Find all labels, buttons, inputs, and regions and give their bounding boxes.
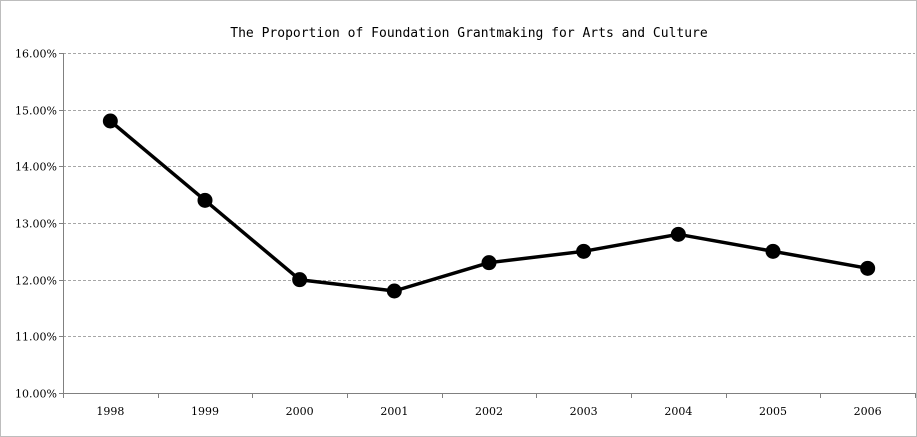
x-tick-label: 1999 (191, 405, 219, 418)
x-tick-label: 2005 (759, 405, 787, 418)
y-tick-label: 15.00% (15, 105, 57, 118)
data-point (670, 226, 686, 242)
y-tick-label: 11.00% (15, 331, 57, 344)
x-tick-label: 2001 (380, 405, 408, 418)
x-axis-ticks: 1998 1999 2000 2001 2002 2003 2004 2005 2006 (63, 393, 916, 418)
data-point (386, 283, 402, 299)
axes (63, 53, 915, 394)
x-tick-label: 2006 (854, 405, 882, 418)
data-point (197, 192, 213, 208)
chart-title: The Proportion of Foundation Grantmaking… (230, 26, 708, 41)
x-tick-label: 2002 (475, 405, 503, 418)
x-tick-label: 2003 (570, 405, 598, 418)
y-tick-label: 13.00% (15, 218, 57, 231)
series (102, 113, 876, 299)
y-tick-label: 12.00% (15, 275, 57, 288)
x-tick-label: 2004 (664, 405, 692, 418)
x-tick-label: 2000 (286, 405, 314, 418)
data-point (292, 272, 308, 288)
gridlines (63, 53, 915, 337)
data-point (860, 260, 876, 276)
data-point (481, 255, 497, 271)
x-tick-label: 1998 (96, 405, 124, 418)
data-point (765, 243, 781, 259)
y-tick-label: 10.00% (15, 388, 57, 401)
y-tick-label: 14.00% (15, 161, 57, 174)
y-axis-ticks: 10.00% 11.00% 12.00% 13.00% 14.00% 15.00% 16.0… (15, 48, 63, 401)
data-point (102, 113, 118, 129)
y-tick-label: 16.00% (15, 48, 57, 61)
data-point (576, 243, 592, 259)
